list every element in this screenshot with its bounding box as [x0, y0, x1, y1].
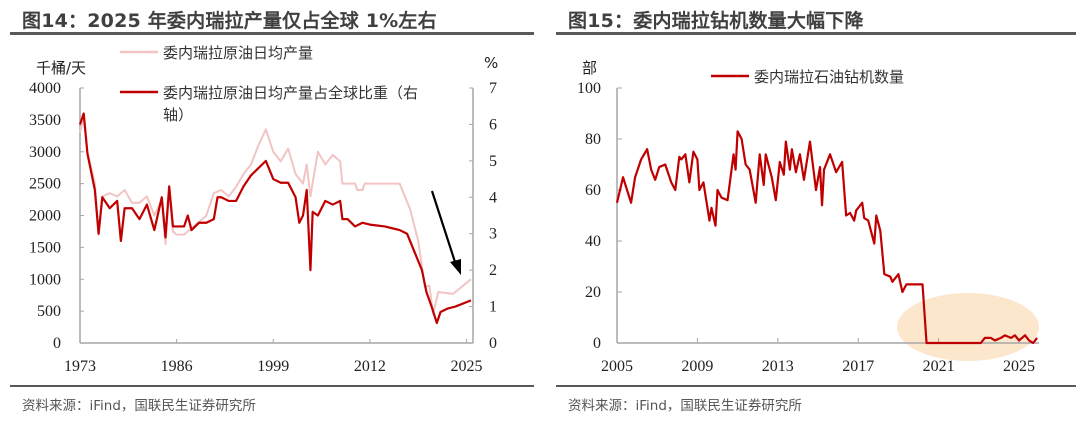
- left-footer-divider: [10, 385, 534, 387]
- y2-tick-label: 4: [489, 189, 497, 206]
- left-chart-title: 图14：2025 年委内瑞拉产量仅占全球 1%左右: [22, 10, 437, 32]
- right-header-divider: [556, 32, 1076, 35]
- x-tick-label: 1986: [161, 358, 193, 375]
- y-tick-label: 80: [585, 131, 601, 148]
- right-chart: 0 20 40 60 80 100 2005 2009 2013 2017 2021 2025 部委内瑞…: [577, 59, 1040, 375]
- legend-label-production: 委内瑞拉原油日均产量: [163, 44, 313, 62]
- y-tick-label: 0: [593, 335, 601, 352]
- x-tick-label: 1973: [64, 358, 96, 375]
- x-tick-label: 2021: [923, 358, 955, 375]
- y2-tick-label: 5: [489, 153, 497, 170]
- left-chart: 0 500 1000 1500 2000 2500 3000 3500 4000 0 1 2 3 4 5 6 7…: [29, 44, 498, 375]
- y-tick-label: 100: [577, 80, 601, 97]
- x-tick-label: 2005: [601, 358, 633, 375]
- x-tick-label: 2013: [762, 358, 794, 375]
- highlight-ellipse: [897, 293, 1039, 361]
- left-axis-unit: 千桶/天: [36, 59, 86, 77]
- legend-label-rigs: 委内瑞拉石油钻机数量: [754, 68, 904, 86]
- x-tick-label: 1999: [257, 358, 289, 375]
- y-tick-label: 40: [585, 233, 601, 250]
- x-tick-label: 2009: [681, 358, 713, 375]
- y-tick-label: 60: [585, 182, 601, 199]
- x-tick-label: 2012: [354, 358, 386, 375]
- y-tick-label: 3500: [29, 112, 61, 129]
- y-tick-label: 500: [37, 303, 61, 320]
- right-source-note: 资料来源：iFind，国联民生证券研究所: [568, 398, 802, 414]
- legend-label-share: 委内瑞拉原油日均产量占全球比重（右轴）: [163, 84, 418, 124]
- x-tick-label: 2025: [1003, 358, 1035, 375]
- rig-count-line: [615, 130, 1038, 345]
- y-tick-label: 2500: [29, 176, 61, 193]
- y-tick-label: 1000: [29, 271, 61, 288]
- left-header-divider: [10, 32, 534, 35]
- share-line: [78, 112, 472, 325]
- y2-tick-label: 2: [489, 262, 497, 279]
- y2-tick-label: 0: [489, 335, 497, 352]
- y-tick-label: 2000: [29, 208, 61, 225]
- y-tick-label: 1500: [29, 239, 61, 256]
- arrow-head-icon: [450, 259, 461, 275]
- right-axis-unit: %: [484, 54, 498, 72]
- y2-tick-label: 1: [489, 299, 497, 316]
- right-chart-title: 图15：委内瑞拉钻机数量大幅下降: [568, 10, 864, 32]
- production-line: [79, 115, 472, 315]
- x-tick-label: 2017: [842, 358, 874, 375]
- y-tick-label: 0: [53, 335, 61, 352]
- y-tick-label: 3000: [29, 144, 61, 161]
- y-tick-label: 20: [585, 284, 601, 301]
- arrow-shaft: [430, 190, 457, 263]
- left-source-note: 资料来源：iFind，国联民生证券研究所: [22, 398, 256, 414]
- y-tick-label: 4000: [29, 80, 61, 97]
- y2-tick-label: 3: [489, 226, 497, 243]
- right-footer-divider: [556, 385, 1076, 387]
- y-axis-unit: 部: [582, 59, 597, 77]
- x-tick-label: 2025: [451, 358, 483, 375]
- y2-tick-label: 7: [489, 80, 497, 97]
- y2-tick-label: 6: [489, 116, 497, 133]
